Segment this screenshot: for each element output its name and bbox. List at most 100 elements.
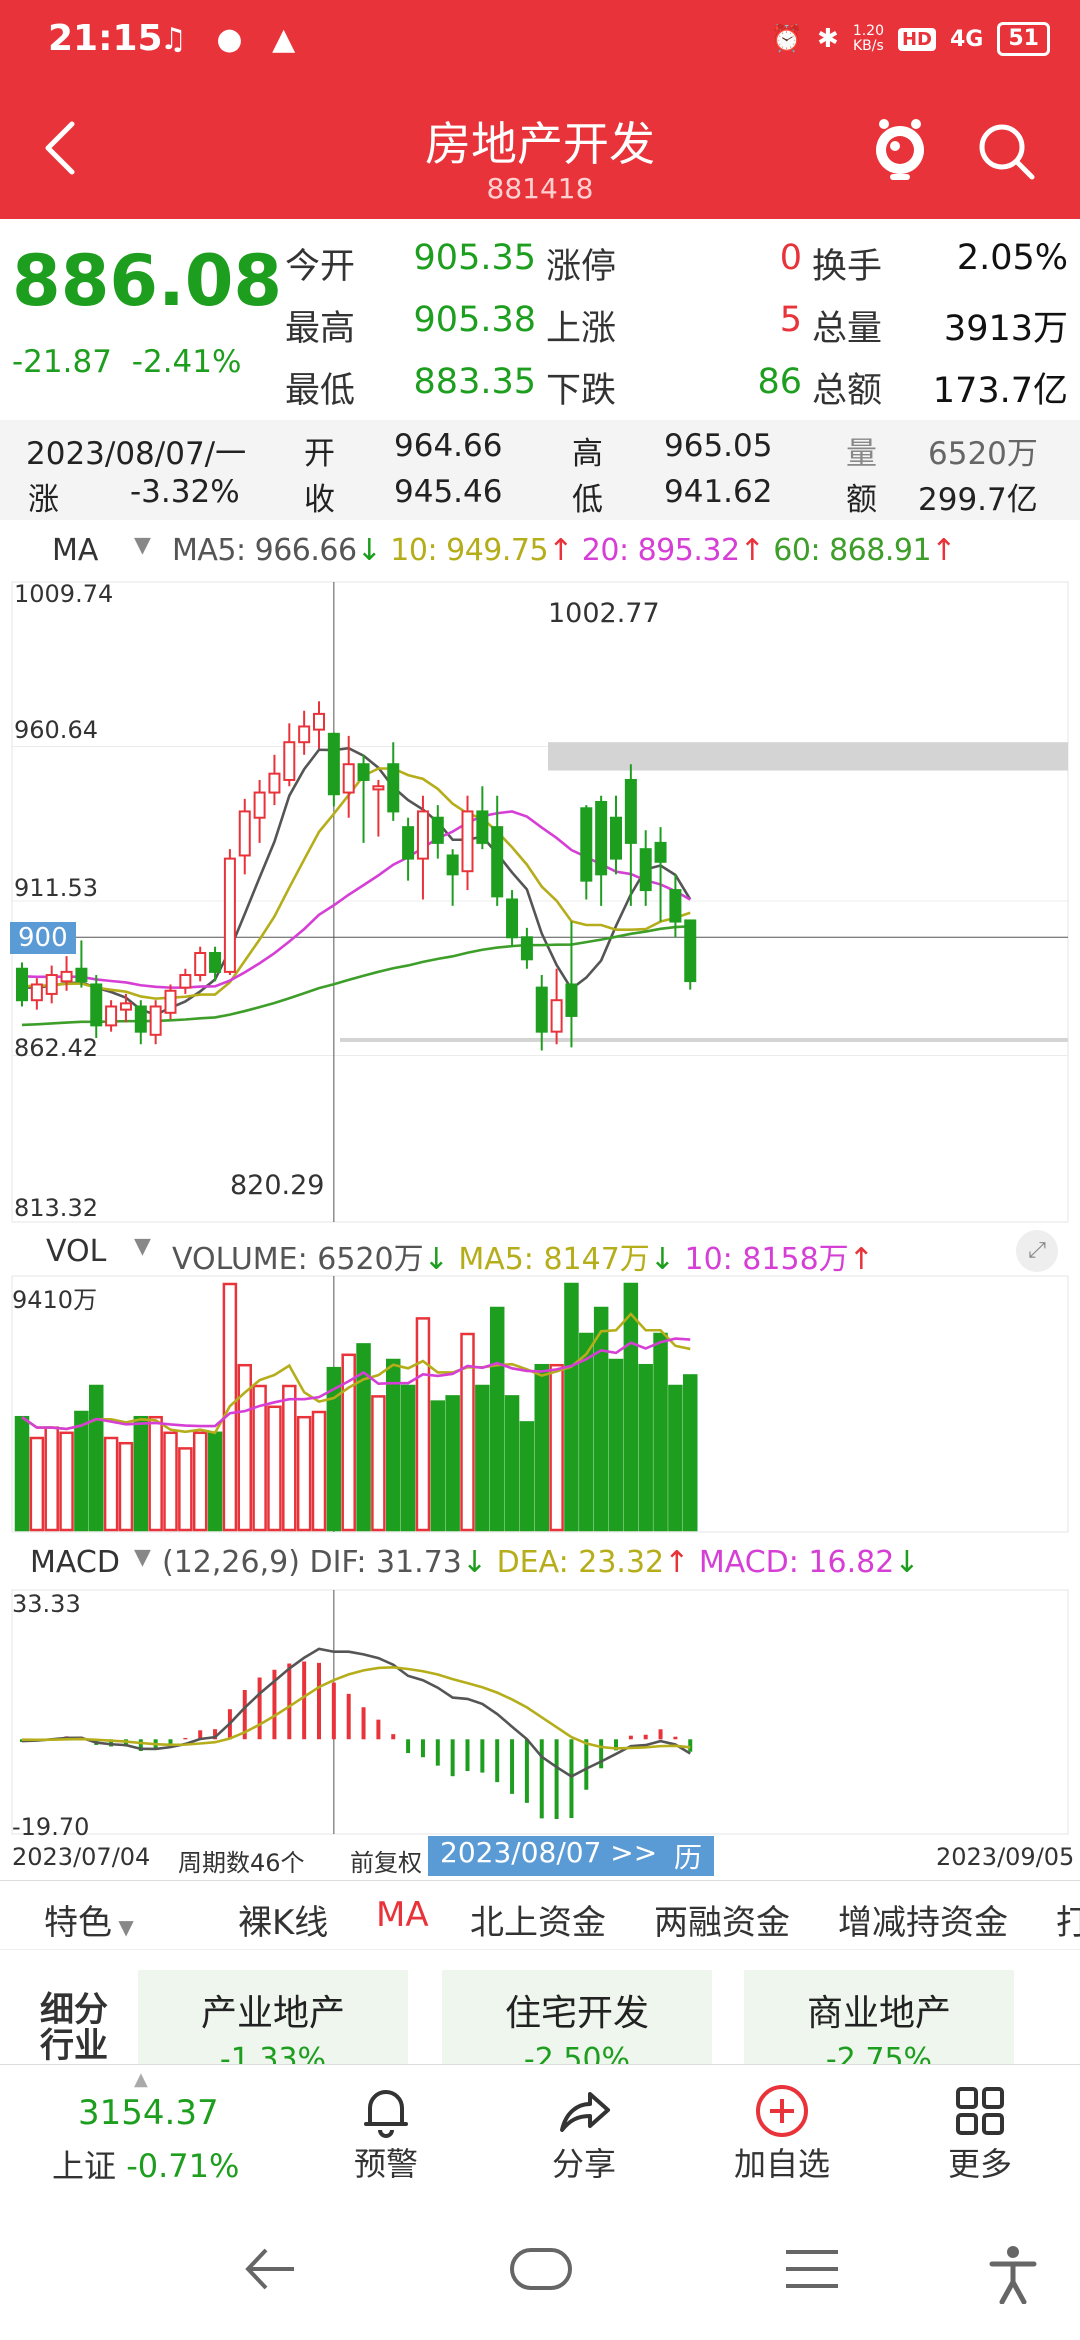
chevron-down-icon[interactable]: ▼ [134, 533, 151, 558]
sector-tag: 细分行业 [40, 1990, 108, 2064]
candle-body [209, 952, 222, 973]
candle-body [30, 983, 43, 1002]
candle-body [402, 826, 415, 860]
high-value: 905.38 [413, 300, 536, 340]
net-speed: 1.20 KB/s [852, 23, 884, 54]
adjust-mode[interactable]: 前复权 [350, 1849, 422, 1877]
day-amt-label: 额 [846, 482, 877, 518]
volume-bar [282, 1384, 297, 1532]
volume-bar [549, 1363, 564, 1532]
volume-bar [133, 1415, 149, 1532]
more-button[interactable]: 更多 [900, 2083, 1060, 2185]
candlestick-chart[interactable] [0, 574, 1080, 1224]
chevron-down-icon[interactable]: ▼ [134, 1545, 151, 1570]
price-axis-4: 862.42 [14, 1034, 98, 1062]
stock-code: 881418 [486, 172, 594, 205]
candle-body [639, 848, 652, 892]
macd-chart[interactable] [0, 1588, 1080, 1838]
cursor-date-tag[interactable]: 2023/08/07 >> 历 [428, 1836, 714, 1876]
candle-body [105, 1005, 118, 1027]
volume-bar [29, 1436, 45, 1532]
volume-bar [623, 1282, 639, 1532]
add-watchlist-button[interactable]: 加自选 [702, 2083, 862, 2185]
volume-bar [386, 1358, 401, 1532]
add-circle-icon [702, 2083, 862, 2139]
day-info-bar: 2023/08/07/一 涨 -3.32% 开 收 964.66 945.46 … [0, 420, 1080, 520]
tab-feature[interactable]: 特色 ▼ [44, 1903, 134, 1943]
alert-button[interactable]: 预警 [306, 2083, 466, 2185]
chevron-down-icon[interactable]: ▼ [134, 1234, 151, 1259]
price-axis-top: 1009.74 [14, 580, 114, 608]
nav-back-icon[interactable] [242, 2244, 298, 2294]
ma-label: MA [52, 533, 99, 568]
day-amt-value: 299.7亿 [918, 482, 1038, 518]
candle-body [223, 857, 236, 973]
hd-badge: HD [897, 27, 936, 51]
volume-bar [519, 1421, 535, 1532]
volume-bar [252, 1384, 267, 1532]
price-axis-2: 960.64 [14, 716, 98, 744]
volume-chart[interactable] [0, 1274, 1080, 1534]
volume-bar [103, 1436, 119, 1532]
accessibility-icon[interactable] [988, 2244, 1038, 2304]
volume-bar [415, 1317, 431, 1532]
expand-icon[interactable]: ⤢ [1016, 1230, 1058, 1272]
day-low-value: 941.62 [664, 474, 773, 510]
tab-northbound[interactable]: 北上资金 [470, 1903, 606, 1943]
volume-bar [178, 1447, 193, 1532]
up-count-label: 上涨 [546, 309, 617, 349]
share-icon [504, 2083, 664, 2139]
tab-naked-k[interactable]: 裸K线 [238, 1903, 329, 1943]
macd-axis-bottom: -19.70 [12, 1813, 90, 1841]
candle-body [149, 1005, 162, 1036]
volume-bar [311, 1410, 327, 1532]
support-band [340, 1037, 1068, 1042]
day-open-label: 开 [304, 436, 335, 472]
limit-up-value: 0 [779, 238, 802, 278]
sector-card[interactable]: 产业地产 -1.33% [138, 1970, 408, 2064]
sector-card[interactable]: 住宅开发 -2.50% [442, 1970, 712, 2064]
cursor-price-tag: 900 [10, 922, 76, 954]
volume-bar [445, 1395, 460, 1532]
day-close-label: 收 [304, 482, 335, 518]
caret-up-icon: ▲ [134, 2069, 148, 2090]
volume-bar [608, 1358, 624, 1532]
tab-ma[interactable]: MA [376, 1895, 429, 1935]
candle-body [119, 1002, 132, 1011]
candle-body [476, 810, 489, 844]
sector-card[interactable]: 商业地产 -2.75% [744, 1970, 1014, 2064]
low-value: 883.35 [413, 362, 536, 402]
nav-menu-icon[interactable] [784, 2244, 840, 2294]
candle-body [60, 970, 73, 983]
day-close-value: 945.46 [394, 474, 503, 510]
tab-margin[interactable]: 两融资金 [654, 1903, 790, 1943]
battery-icon: 51 [997, 22, 1050, 56]
candle-body [416, 810, 429, 860]
page-title: 房地产开发 [425, 117, 655, 171]
volume-bar [356, 1343, 371, 1532]
volume-bar [59, 1431, 74, 1532]
volume-ma5-line [21, 1312, 691, 1435]
volume-bar [460, 1332, 475, 1532]
tab-holdings[interactable]: 增减持资金 [838, 1903, 1008, 1943]
down-count-label: 下跌 [546, 371, 617, 411]
up-count-value: 5 [779, 300, 802, 340]
candle-body [669, 889, 682, 923]
macd-label: MACD [30, 1545, 120, 1580]
nav-home-icon[interactable] [508, 2244, 574, 2294]
volume-bar [118, 1441, 134, 1532]
app-header: 21:15 ♫ ● ▲ ⏰ ✱ 1.20 KB/s HD 4G 51 房地产开发 … [0, 0, 1080, 219]
mascot-icon[interactable] [868, 114, 932, 184]
volume-label: 总量 [812, 309, 883, 349]
candle-body [179, 974, 192, 989]
status-right: ⏰ ✱ 1.20 KB/s HD 4G 51 [771, 22, 1050, 56]
share-button[interactable]: 分享 [504, 2083, 664, 2185]
candle-body [610, 816, 622, 860]
candle-body [535, 986, 548, 1033]
day-vol-value: 6520万 [928, 436, 1038, 472]
max-price-note: 1002.77 [548, 598, 660, 629]
volume-bar [638, 1363, 653, 1532]
search-icon[interactable] [975, 120, 1037, 182]
back-icon[interactable] [36, 118, 86, 178]
tab-more[interactable]: 打 [1056, 1903, 1080, 1943]
